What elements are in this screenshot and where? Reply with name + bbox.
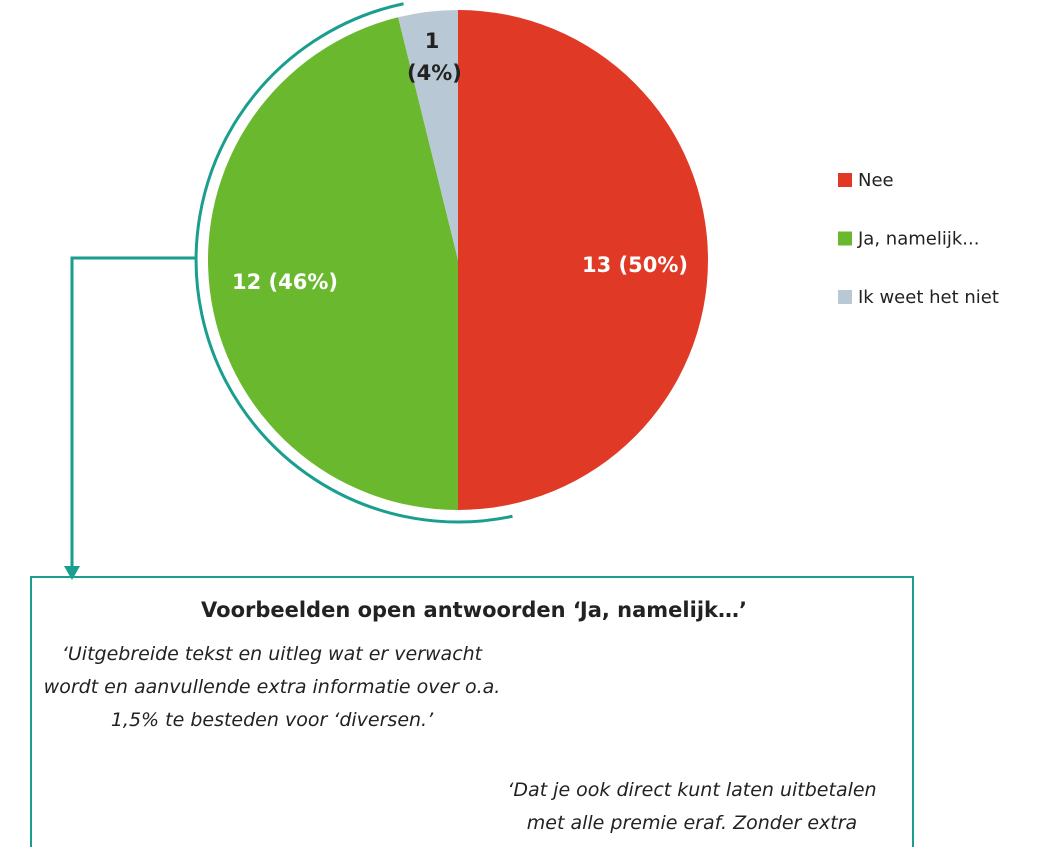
highlight-arc (194, 2, 513, 524)
annotation-box: Voorbeelden open antwoorden ‘Ja, namelij… (30, 576, 914, 847)
connector (70, 256, 196, 566)
connector-arrow (64, 566, 80, 580)
legend-swatch (838, 290, 852, 304)
quote: ‘Uitgebreide tekst en uitleg wat er verw… (43, 643, 501, 731)
data-label: 13 (50%) (582, 253, 688, 277)
pie-slice (207, 17, 458, 510)
quote: ‘Dat je ook direct kunt laten uitbetalen… (507, 779, 877, 847)
legend-swatch (838, 173, 852, 187)
data-label: 1 (4%) (407, 29, 462, 85)
pie-slice (458, 10, 708, 510)
annotation-title: Voorbeelden open antwoorden ‘Ja, namelij… (201, 598, 747, 622)
pie-slice (398, 10, 458, 260)
legend-text: Ik weet het niet (858, 287, 999, 308)
data-label: 12 (46%) (232, 270, 338, 294)
legend-text: Nee (858, 170, 894, 191)
legend-swatch (838, 231, 852, 246)
legend-text: Ja, namelijk... (857, 229, 979, 250)
